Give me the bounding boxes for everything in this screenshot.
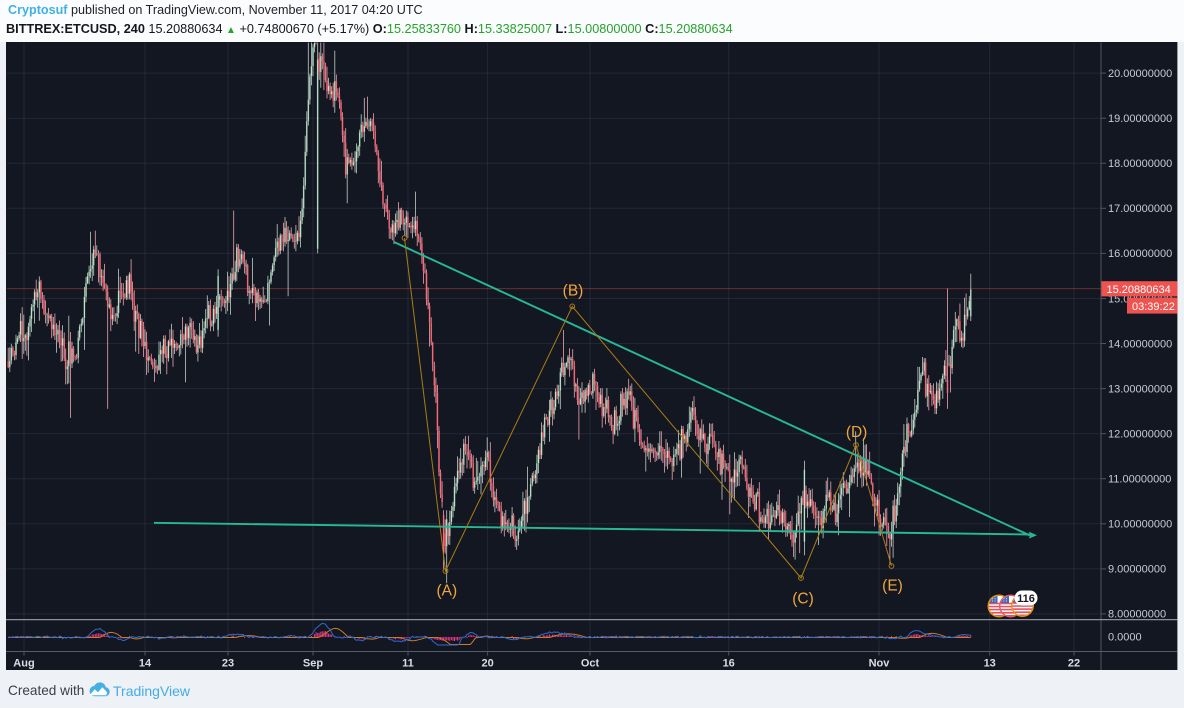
svg-text:17.00000000: 17.00000000: [1108, 203, 1172, 215]
svg-text:23: 23: [222, 658, 234, 670]
svg-text:12.00000000: 12.00000000: [1108, 429, 1172, 441]
svg-text:11.00000000: 11.00000000: [1108, 474, 1171, 486]
svg-text:03:39:22: 03:39:22: [1132, 301, 1175, 313]
svg-text:0.0000: 0.0000: [1108, 631, 1142, 643]
svg-text:Oct: Oct: [581, 658, 600, 670]
svg-text:Nov: Nov: [869, 658, 891, 670]
svg-text:(E): (E): [882, 578, 903, 595]
svg-text:19.00000000: 19.00000000: [1108, 113, 1172, 125]
svg-text:11: 11: [402, 658, 414, 670]
svg-text:(C): (C): [792, 591, 814, 608]
svg-text:13.00000000: 13.00000000: [1108, 383, 1172, 395]
svg-text:13: 13: [984, 658, 996, 670]
svg-text:18.00000000: 18.00000000: [1108, 158, 1172, 170]
svg-text:20: 20: [481, 658, 493, 670]
svg-text:20.00000000: 20.00000000: [1108, 68, 1172, 80]
svg-text:14.00000000: 14.00000000: [1108, 338, 1172, 350]
svg-text:(A): (A): [436, 583, 457, 600]
svg-text:(D): (D): [846, 424, 868, 441]
svg-text:(B): (B): [563, 283, 584, 300]
svg-text:14: 14: [139, 658, 152, 670]
svg-text:16: 16: [723, 658, 735, 670]
svg-text:Sep: Sep: [303, 658, 323, 670]
svg-text:10.00000000: 10.00000000: [1108, 519, 1172, 531]
svg-text:116: 116: [1017, 593, 1035, 605]
svg-text:8.00000000: 8.00000000: [1108, 609, 1166, 621]
svg-text:16.00000000: 16.00000000: [1108, 248, 1172, 260]
svg-text:22: 22: [1068, 658, 1080, 670]
svg-text:9.00000000: 9.00000000: [1108, 564, 1166, 576]
svg-text:Aug: Aug: [13, 658, 34, 670]
svg-text:15.20880634: 15.20880634: [1107, 284, 1171, 296]
